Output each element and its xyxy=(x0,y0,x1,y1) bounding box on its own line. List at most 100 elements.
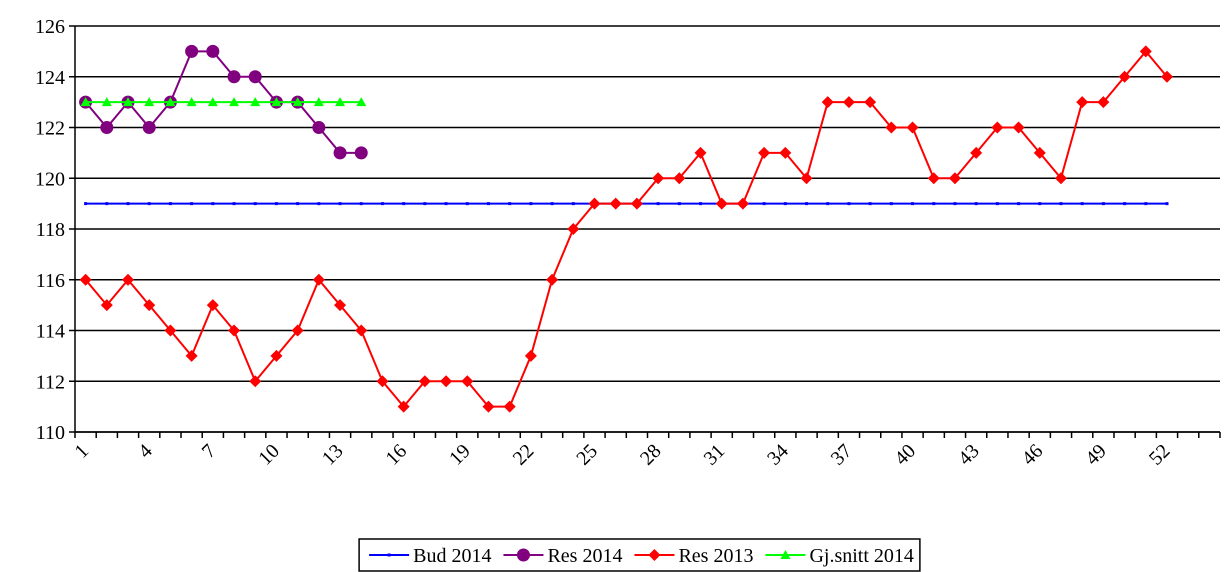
y-tick-label: 124 xyxy=(35,67,65,89)
marker xyxy=(503,400,516,413)
marker xyxy=(79,273,92,286)
marker xyxy=(821,96,834,109)
marker xyxy=(656,202,660,206)
marker xyxy=(84,202,88,206)
marker xyxy=(185,44,199,58)
marker xyxy=(529,202,533,206)
marker xyxy=(423,202,427,206)
marker xyxy=(516,548,530,562)
x-tick-label: 19 xyxy=(445,440,475,470)
marker xyxy=(206,299,219,312)
marker xyxy=(1097,96,1110,109)
y-tick-label: 118 xyxy=(36,219,65,241)
x-tick-label: 25 xyxy=(572,440,602,470)
marker xyxy=(402,202,406,206)
marker xyxy=(354,146,368,160)
marker xyxy=(105,202,109,206)
marker xyxy=(588,197,601,210)
x-tick-label: 40 xyxy=(890,440,920,470)
marker xyxy=(100,121,114,134)
marker xyxy=(143,299,156,312)
legend: Bud 2014 Res 2014 Res 2013 Gj.snitt 2014 xyxy=(358,538,921,572)
y-tick-label: 126 xyxy=(35,16,65,38)
marker xyxy=(359,202,363,206)
marker xyxy=(444,202,448,206)
marker xyxy=(1165,202,1169,206)
marker xyxy=(147,202,151,206)
marker xyxy=(974,202,978,206)
marker xyxy=(648,549,661,561)
marker xyxy=(1076,96,1089,109)
marker xyxy=(906,121,919,134)
marker xyxy=(387,553,391,557)
legend-item: Res 2013 xyxy=(634,545,753,567)
marker xyxy=(313,97,324,107)
marker xyxy=(677,202,681,206)
marker xyxy=(762,202,766,206)
marker xyxy=(356,97,367,107)
marker xyxy=(186,97,197,107)
y-tick-label: 112 xyxy=(36,371,65,393)
marker xyxy=(609,197,622,210)
legend-item: Gj.snitt 2014 xyxy=(765,545,914,567)
marker xyxy=(80,97,91,107)
marker xyxy=(126,202,130,206)
marker xyxy=(168,202,172,206)
marker xyxy=(805,202,809,206)
marker xyxy=(144,97,155,107)
x-tick-label: 37 xyxy=(827,440,857,470)
marker xyxy=(868,202,872,206)
marker xyxy=(227,70,241,84)
marker xyxy=(312,273,325,286)
marker xyxy=(1054,172,1067,185)
marker xyxy=(800,172,813,185)
marker xyxy=(486,202,490,206)
marker xyxy=(736,197,749,210)
x-tick-label: 52 xyxy=(1145,440,1175,470)
marker xyxy=(335,97,346,107)
marker xyxy=(1144,202,1148,206)
y-tick-label: 122 xyxy=(35,118,65,140)
marker xyxy=(291,324,304,337)
x-tick-label: 22 xyxy=(509,440,539,470)
x-tick-label: 43 xyxy=(954,440,984,470)
marker xyxy=(932,202,936,206)
marker xyxy=(1012,121,1025,134)
marker xyxy=(123,97,134,107)
marker xyxy=(418,375,431,388)
marker xyxy=(482,400,495,413)
marker xyxy=(842,96,855,109)
marker xyxy=(779,146,792,159)
marker xyxy=(1059,202,1063,206)
marker xyxy=(889,202,893,206)
x-tick-label: 7 xyxy=(198,440,221,463)
marker xyxy=(465,202,469,206)
marker xyxy=(312,121,326,134)
marker xyxy=(995,202,999,206)
marker xyxy=(948,172,961,185)
marker xyxy=(296,202,300,206)
legend-label: Gj.snitt 2014 xyxy=(809,545,913,567)
marker xyxy=(228,324,241,337)
marker xyxy=(333,146,347,160)
marker xyxy=(142,121,156,134)
marker xyxy=(334,299,347,312)
marker xyxy=(1038,202,1042,206)
marker xyxy=(185,349,198,362)
y-tick-label: 120 xyxy=(35,168,65,190)
x-tick-label: 1 xyxy=(71,440,94,463)
marker xyxy=(122,273,135,286)
marker xyxy=(953,202,957,206)
marker xyxy=(927,172,940,185)
marker xyxy=(780,550,791,559)
legend-label: Res 2014 xyxy=(547,545,622,567)
marker xyxy=(271,97,282,107)
y-tick-label: 116 xyxy=(36,270,65,292)
marker xyxy=(991,121,1004,134)
marker xyxy=(207,97,218,107)
marker xyxy=(338,202,342,206)
legend-label: Res 2013 xyxy=(678,545,753,567)
marker xyxy=(250,97,261,107)
marker xyxy=(292,97,303,107)
marker xyxy=(165,97,176,107)
